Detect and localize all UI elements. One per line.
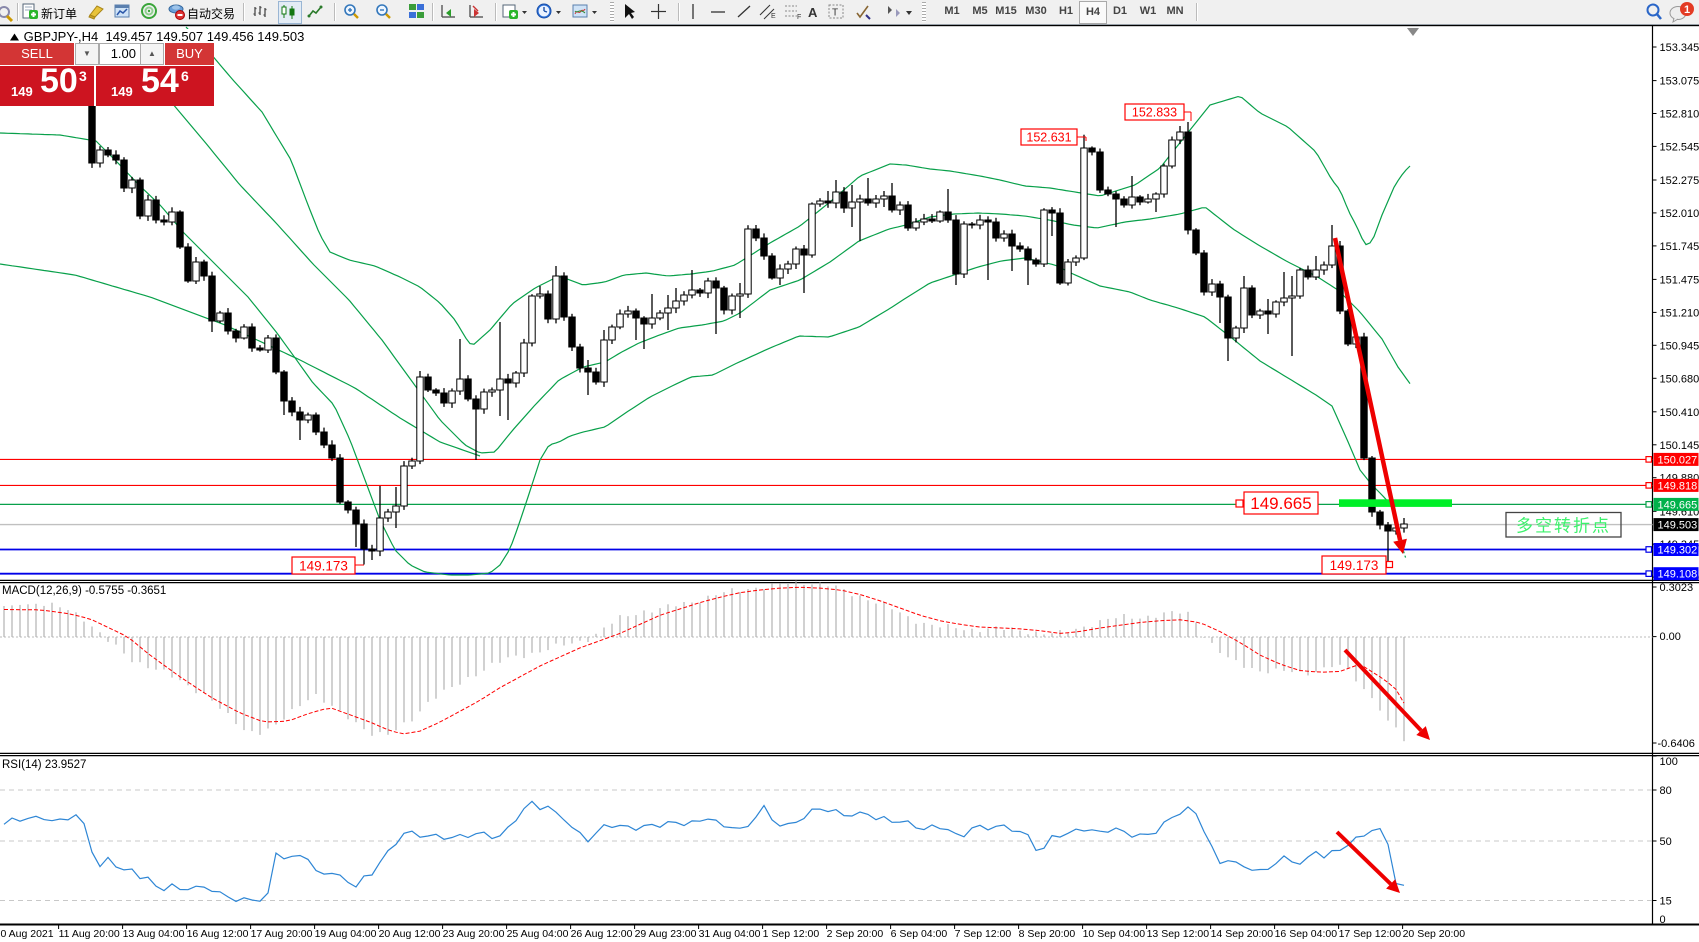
svg-text:150.410: 150.410 (1660, 407, 1699, 419)
svg-text:2 Sep 20:00: 2 Sep 20:00 (827, 928, 884, 940)
svg-text:149.302: 149.302 (1658, 545, 1698, 557)
svg-text:149.503: 149.503 (1658, 520, 1698, 532)
svg-text:20 Sep 20:00: 20 Sep 20:00 (1403, 928, 1466, 940)
svg-text:150.027: 150.027 (1658, 454, 1698, 466)
svg-text:152.010: 152.010 (1660, 208, 1699, 220)
svg-text:151.210: 151.210 (1660, 307, 1699, 319)
svg-text:29 Aug 23:00: 29 Aug 23:00 (635, 928, 697, 940)
svg-text:16 Sep 04:00: 16 Sep 04:00 (1275, 928, 1338, 940)
svg-text:150.680: 150.680 (1660, 373, 1699, 385)
svg-text:151.745: 151.745 (1660, 241, 1699, 253)
svg-text:1: 1 (1684, 4, 1690, 16)
svg-text:E: E (771, 13, 776, 20)
svg-text:6 Sep 04:00: 6 Sep 04:00 (891, 928, 948, 940)
svg-text:31 Aug 04:00: 31 Aug 04:00 (699, 928, 761, 940)
svg-text:26 Aug 12:00: 26 Aug 12:00 (571, 928, 633, 940)
svg-text:149.173: 149.173 (1330, 558, 1379, 573)
svg-text:16 Aug 12:00: 16 Aug 12:00 (187, 928, 249, 940)
svg-text:80: 80 (1660, 785, 1672, 797)
svg-text:19 Aug 04:00: 19 Aug 04:00 (315, 928, 377, 940)
svg-text:15: 15 (1660, 896, 1672, 908)
svg-text:151.475: 151.475 (1660, 274, 1699, 286)
svg-text:17 Aug 20:00: 17 Aug 20:00 (251, 928, 313, 940)
svg-text:20 Aug 12:00: 20 Aug 12:00 (379, 928, 441, 940)
svg-text:152.545: 152.545 (1660, 141, 1699, 153)
svg-text:100: 100 (1660, 756, 1678, 768)
svg-text:8 Sep 20:00: 8 Sep 20:00 (1019, 928, 1076, 940)
svg-text:150.945: 150.945 (1660, 340, 1699, 352)
svg-text:-0.6406: -0.6406 (1658, 738, 1695, 750)
svg-text:152.275: 152.275 (1660, 175, 1699, 187)
svg-text:14 Sep 20:00: 14 Sep 20:00 (1211, 928, 1274, 940)
svg-text:多空转折点: 多空转折点 (1516, 517, 1611, 536)
svg-text:RSI(14) 23.9527: RSI(14) 23.9527 (2, 759, 86, 771)
svg-text:153.075: 153.075 (1660, 76, 1699, 88)
svg-text:152.833: 152.833 (1132, 106, 1177, 120)
svg-text:0.00: 0.00 (1660, 631, 1681, 643)
svg-text:F: F (797, 14, 801, 21)
svg-text:149.665: 149.665 (1658, 499, 1698, 511)
svg-text:17 Sep 12:00: 17 Sep 12:00 (1339, 928, 1402, 940)
svg-text:0.3023: 0.3023 (1660, 582, 1694, 594)
svg-text:153.345: 153.345 (1660, 42, 1699, 54)
svg-text:50: 50 (1660, 836, 1672, 848)
svg-text:0: 0 (1660, 914, 1666, 926)
svg-text:152.810: 152.810 (1660, 109, 1699, 121)
svg-text:152.631: 152.631 (1026, 131, 1071, 145)
svg-text:10 Aug 2021: 10 Aug 2021 (0, 928, 54, 940)
svg-text:150.145: 150.145 (1660, 440, 1699, 452)
svg-text:149.108: 149.108 (1658, 569, 1698, 581)
svg-text:149.173: 149.173 (299, 558, 348, 573)
svg-text:149.818: 149.818 (1658, 480, 1698, 492)
svg-text:13 Sep 12:00: 13 Sep 12:00 (1147, 928, 1210, 940)
svg-text:25 Aug 04:00: 25 Aug 04:00 (507, 928, 569, 940)
svg-text:10 Sep 04:00: 10 Sep 04:00 (1083, 928, 1146, 940)
svg-text:11 Aug 20:00: 11 Aug 20:00 (59, 928, 120, 940)
svg-text:13 Aug 04:00: 13 Aug 04:00 (123, 928, 185, 940)
svg-text:T: T (832, 8, 838, 19)
svg-text:23 Aug 20:00: 23 Aug 20:00 (443, 928, 505, 940)
svg-text:149.665: 149.665 (1250, 494, 1311, 513)
svg-text:1 Sep 12:00: 1 Sep 12:00 (763, 928, 820, 940)
svg-text:7 Sep 12:00: 7 Sep 12:00 (955, 928, 1012, 940)
svg-text:MACD(12,26,9) -0.5755 -0.3651: MACD(12,26,9) -0.5755 -0.3651 (2, 585, 166, 597)
